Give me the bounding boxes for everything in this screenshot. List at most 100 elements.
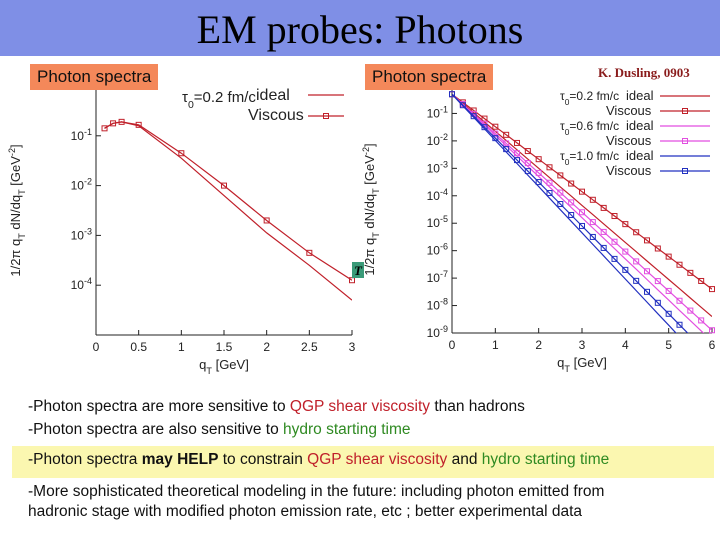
legend-marker-viscous	[323, 113, 329, 119]
series-line-0-1	[104, 121, 352, 281]
data-point	[600, 228, 607, 235]
data-point	[709, 286, 715, 293]
y-tick-label: 10-6	[427, 242, 448, 258]
legend-entry-0-0: ideal	[626, 88, 654, 103]
data-point	[101, 125, 108, 132]
data-point	[263, 217, 270, 224]
badge-left: Photon spectra	[30, 64, 159, 90]
data-point	[654, 278, 661, 285]
x-tick-label: 0.5	[130, 340, 147, 354]
data-point	[524, 148, 531, 155]
x-tick-label: 1.5	[216, 340, 233, 354]
data-point	[546, 190, 553, 197]
data-point	[698, 317, 705, 324]
legend-entry-1-0: ideal	[626, 118, 654, 133]
y-tick-label: 10-3	[427, 159, 448, 175]
data-point	[579, 222, 585, 229]
data-point	[470, 113, 477, 120]
data-point	[110, 120, 117, 127]
data-point	[633, 277, 640, 284]
y-tick-label: 10-5	[427, 214, 448, 230]
data-point	[503, 146, 510, 153]
legend-entry-1-1: Viscous	[606, 133, 652, 148]
data-point	[665, 287, 672, 294]
data-point	[503, 140, 510, 147]
x-tick-label: 2	[263, 340, 270, 354]
data-point	[470, 107, 477, 114]
series-line-1-3	[452, 93, 712, 331]
y-tick-label: 10-1	[427, 104, 448, 120]
x-axis-label-0: qT [GeV]	[199, 357, 249, 376]
y-tick-label: 10-4	[427, 187, 448, 203]
side-marker-box	[352, 262, 364, 278]
data-point	[449, 91, 455, 98]
data-point	[514, 139, 520, 146]
bullet-4-line-1: -More sophisticated theoretical modeling…	[28, 483, 605, 500]
x-tick-label: 3	[349, 340, 356, 354]
series-line-1-5	[452, 93, 689, 333]
legend-entry-2-1: Viscous	[606, 163, 652, 178]
data-point	[676, 297, 683, 304]
data-point	[557, 189, 564, 196]
data-point	[665, 253, 672, 260]
legend-marker-1-1	[682, 138, 688, 144]
bullet-1: -Photon spectra are more sensitive to QG…	[28, 398, 525, 415]
slide-title: EM probes: Photons	[196, 7, 524, 52]
data-point	[306, 249, 313, 256]
y-tick-label: 10-3	[71, 226, 92, 242]
data-point	[611, 238, 618, 245]
data-point	[514, 150, 520, 157]
title-bar	[0, 0, 720, 56]
data-point	[221, 182, 227, 189]
data-point	[524, 160, 531, 167]
series-line-1-1	[452, 93, 712, 290]
data-point	[557, 201, 564, 208]
data-point	[600, 204, 607, 211]
data-point	[579, 188, 585, 195]
data-point	[135, 121, 142, 128]
data-point	[503, 131, 510, 138]
y-axis-label-1: 1/2π qT dN/dqT [GeV-2]	[361, 143, 381, 275]
bullet-3: -Photon spectra may HELP to constrain QG…	[28, 451, 610, 468]
data-point	[481, 120, 488, 127]
data-point	[676, 321, 683, 328]
x-tick-label: 2	[535, 338, 542, 352]
data-point	[568, 180, 575, 187]
data-point	[589, 233, 596, 240]
x-tick-label: 0	[93, 340, 100, 354]
y-tick-label: 10-7	[427, 269, 448, 285]
data-point	[514, 157, 520, 164]
highlight-band	[12, 446, 714, 478]
x-tick-label: 1	[178, 340, 185, 354]
data-point	[568, 211, 575, 218]
x-tick-label: 0	[449, 338, 456, 352]
legend-entry-0-1: Viscous	[606, 103, 652, 118]
x-tick-label: 1	[492, 338, 499, 352]
data-point	[492, 123, 499, 130]
data-point	[644, 268, 650, 275]
data-point	[654, 299, 661, 306]
data-point	[687, 269, 694, 276]
data-point	[557, 172, 564, 179]
data-point	[524, 168, 531, 175]
data-point	[665, 310, 672, 317]
x-axis-label-1: qT [GeV]	[557, 355, 607, 374]
data-point	[589, 219, 596, 226]
data-point	[611, 213, 618, 220]
data-point	[622, 221, 629, 228]
legend-marker-0-1	[682, 108, 688, 114]
x-tick-label: 3	[579, 338, 586, 352]
badge-right: Photon spectra	[365, 64, 494, 90]
data-point	[568, 199, 575, 206]
data-point	[611, 255, 618, 262]
data-point	[622, 248, 629, 255]
x-tick-label: 2.5	[301, 340, 318, 354]
data-point	[676, 261, 683, 268]
data-point	[492, 135, 499, 142]
annotation-tau-left: τ0=0.2 fm/c	[182, 89, 256, 111]
legend-group-label-2: τ0=1.0 fm/c	[560, 149, 619, 167]
y-tick-label: 10-1	[71, 127, 92, 143]
y-tick-label: 10-2	[427, 132, 448, 148]
legend-group-label-1: τ0=0.6 fm/c	[560, 119, 619, 137]
data-point	[546, 179, 553, 186]
